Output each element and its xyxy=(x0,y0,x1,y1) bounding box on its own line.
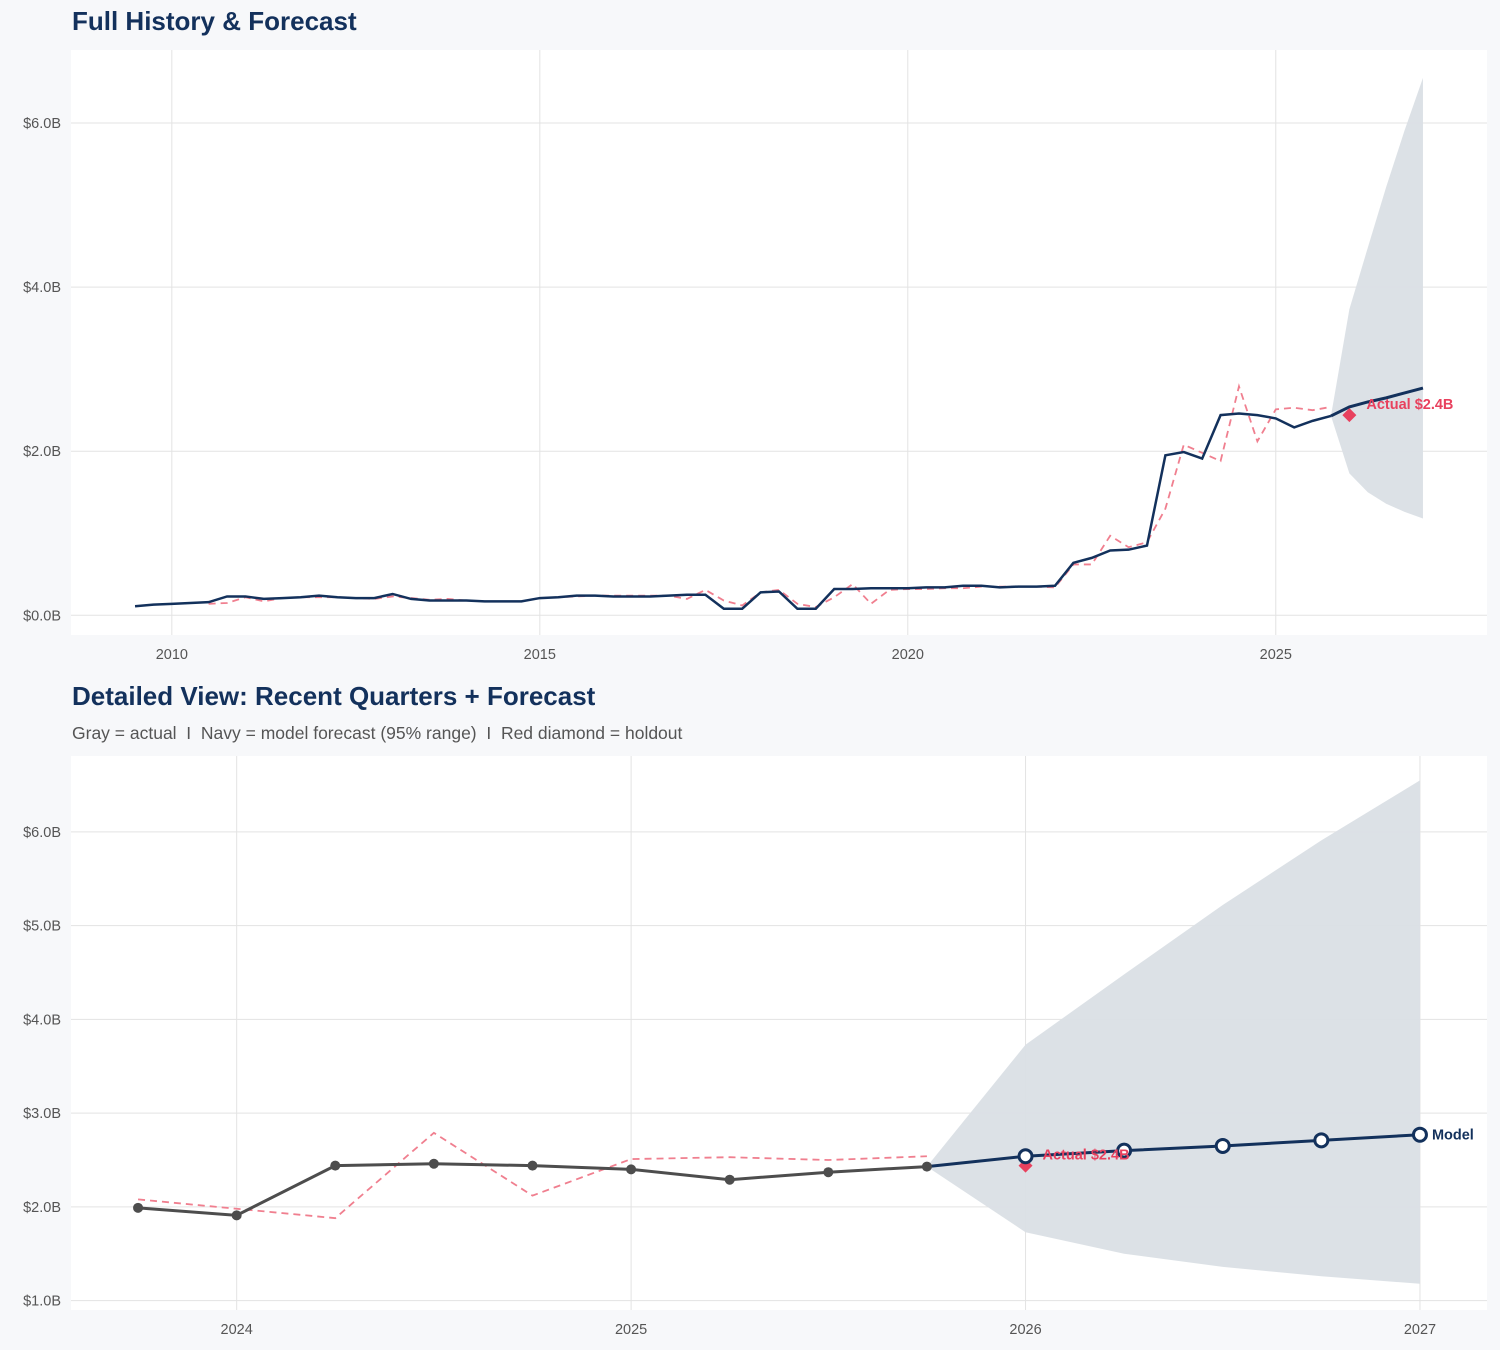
bottom-chart-subtitle: Gray = actual I Navy = model forecast (9… xyxy=(72,723,683,743)
bottom-y-tick-label: $6.0B xyxy=(23,825,61,841)
bottom-y-tick-label: $2.0B xyxy=(23,1200,61,1216)
bottom-x-tick-label: 2026 xyxy=(1009,1322,1041,1338)
bottom-actual-point xyxy=(626,1164,637,1175)
bottom-forecast-band xyxy=(926,780,1420,1284)
top-chart: 2010 2015 2020 2025 $0.0B $2.0B $4.0B $6.0B Actu… xyxy=(23,50,1487,663)
bottom-forecast-point xyxy=(1017,1148,1034,1165)
bottom-actual-point xyxy=(921,1161,932,1172)
bottom-y-tick-label: $5.0B xyxy=(23,919,61,935)
top-forecast-band xyxy=(1330,77,1423,519)
bottom-x-tick-label: 2027 xyxy=(1404,1322,1436,1338)
top-y-tick-label: $2.0B xyxy=(23,444,61,460)
bottom-x-tick-label: 2024 xyxy=(221,1322,253,1338)
bottom-actual-point xyxy=(133,1202,144,1213)
bottom-actual-point xyxy=(231,1210,242,1221)
top-actual-line xyxy=(134,412,1332,610)
bottom-y-tick-label: $4.0B xyxy=(23,1012,61,1028)
top-holdout-diamond xyxy=(1342,408,1357,423)
top-chart-title: Full History & Forecast xyxy=(72,6,357,36)
top-x-tick-label: 2025 xyxy=(1260,647,1292,663)
bottom-forecast-point xyxy=(1214,1137,1231,1154)
bottom-forecast-point xyxy=(1313,1132,1330,1149)
bottom-actual-point xyxy=(330,1160,341,1171)
bottom-actual-point xyxy=(428,1158,439,1169)
top-plot-area xyxy=(71,50,1487,635)
top-y-tick-label: $0.0B xyxy=(23,608,61,624)
bottom-actual-point xyxy=(823,1167,834,1178)
top-forecast-line xyxy=(1330,386,1424,418)
bottom-holdout-label: Actual $2.4B xyxy=(1043,1148,1130,1164)
bottom-forecast-point xyxy=(1116,1142,1133,1159)
top-x-tick-label: 2020 xyxy=(892,647,924,663)
top-x-tick-label: 2015 xyxy=(524,647,556,663)
bottom-actual-point xyxy=(527,1160,538,1171)
bottom-model-label: Model xyxy=(1432,1128,1474,1144)
top-x-tick-label: 2010 xyxy=(156,647,188,663)
bottom-chart-title: Detailed View: Recent Quarters + Forecas… xyxy=(72,681,596,711)
bottom-actual-point xyxy=(724,1174,735,1185)
top-holdout-label: Actual $2.4B xyxy=(1366,397,1453,413)
bottom-forecast-point xyxy=(1411,1126,1428,1143)
bottom-forecast-line xyxy=(926,1133,1421,1169)
bottom-y-tick-label: $3.0B xyxy=(23,1106,61,1122)
bottom-fitted-line xyxy=(137,1131,927,1220)
bottom-y-tick-label: $1.0B xyxy=(23,1294,61,1310)
top-y-tick-label: $4.0B xyxy=(23,280,61,296)
top-y-tick-label: $6.0B xyxy=(23,116,61,132)
bottom-chart: 2024 2025 2026 2027 $1.0B $2.0B $3.0B $4.0B $5.0… xyxy=(23,756,1487,1338)
bottom-x-tick-label: 2025 xyxy=(615,1322,647,1338)
